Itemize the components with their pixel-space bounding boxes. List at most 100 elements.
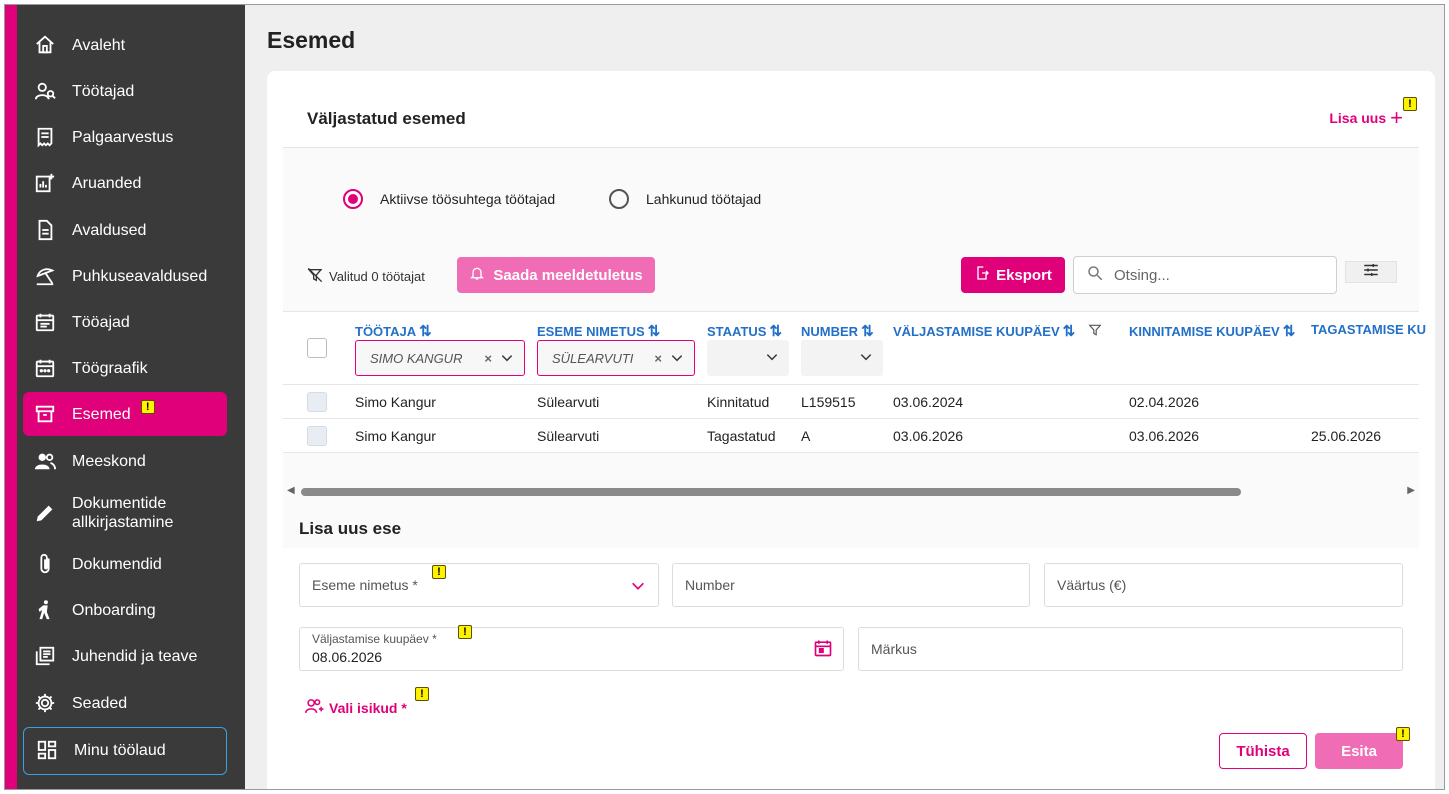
warning-badge: ! [1403, 97, 1417, 111]
person-search-icon [33, 79, 57, 103]
sidebar-item-label: Aruanded [72, 174, 142, 192]
clear-icon[interactable]: × [654, 350, 662, 366]
sidebar-item-label: Puhkuseavaldused [72, 267, 208, 285]
sidebar-item-tooajad[interactable]: Tööajad [23, 300, 227, 344]
row-checkbox[interactable] [307, 392, 327, 412]
sliders-icon [1362, 263, 1380, 282]
sidebar-item-palgaarvestus[interactable]: Palgaarvestus [23, 115, 227, 159]
calendar-grid-icon [33, 356, 57, 380]
sidebar-item-toograafik[interactable]: Töögraafik [23, 346, 227, 390]
col-number[interactable]: NUMBER ⇅ [801, 322, 874, 340]
col-worker[interactable]: TÖÖTAJA ⇅ [355, 322, 432, 340]
add-new-button[interactable]: Lisa uus + [1329, 107, 1403, 129]
export-button[interactable]: Eksport [961, 257, 1065, 293]
column-settings-button[interactable] [1345, 261, 1397, 283]
col-label: STAATUS [707, 323, 767, 339]
radio-label: Aktiivse töösuhtega töötajad [380, 191, 556, 207]
col-label: TAGASTAMISE KU [1311, 322, 1427, 337]
radio-circle [343, 189, 363, 209]
calendar-icon[interactable] [813, 638, 833, 661]
sidebar-item-esemed[interactable]: Esemed ! [23, 392, 227, 436]
sidebar-item-avaldused[interactable]: Avaldused [23, 208, 227, 252]
col-return-date[interactable]: TAGASTAMISE KU [1311, 322, 1426, 337]
search-box[interactable] [1073, 256, 1337, 294]
cell-item: Sülearvuti [537, 394, 600, 410]
select-persons-button[interactable]: Vali isikud * [305, 697, 407, 718]
sidebar: Avaleht Töötajad Palgaarvestus Aruanded … [5, 5, 245, 789]
sidebar-item-puhkuseavaldused[interactable]: Puhkuseavaldused [23, 254, 227, 298]
sidebar-item-label: Dokumentide allkirjastamine [72, 495, 174, 531]
items-card: Väljastatud esemed Lisa uus + ! Aktiivse… [267, 71, 1435, 789]
send-reminder-label: Saada meeldetuletus [493, 266, 643, 284]
table-row[interactable]: Simo Kangur Sülearvuti Kinnitatud L15951… [283, 385, 1419, 419]
sidebar-item-dokumentide-allkirjastamine[interactable]: Dokumentide allkirjastamine [23, 491, 227, 535]
radio-label: Lahkunud töötajad [646, 191, 762, 207]
cancel-button[interactable]: Tühista [1219, 733, 1307, 769]
sidebar-item-avaleht[interactable]: Avaleht [23, 23, 227, 67]
sidebar-item-label: Avaleht [72, 36, 126, 54]
send-reminder-button[interactable]: Saada meeldetuletus [457, 257, 655, 293]
scroll-right-icon[interactable]: ▶ [1407, 485, 1415, 496]
archive-box-icon [33, 402, 57, 426]
filter-number-select[interactable] [801, 340, 883, 376]
radio-active-employees[interactable]: Aktiivse töösuhtega töötajad [343, 189, 555, 209]
sort-icon: ⇅ [1282, 323, 1296, 340]
sidebar-item-tootajad[interactable]: Töötajad [23, 69, 227, 113]
sort-icon: ⇅ [769, 323, 783, 340]
filter-worker-chip[interactable]: SIMO KANGUR × [355, 340, 525, 376]
filter-item-chip[interactable]: SÜLEARVUTI × [537, 340, 695, 376]
value-field[interactable]: Väärtus (€) [1044, 563, 1403, 607]
item-name-select[interactable]: Eseme nimetus * [299, 563, 659, 607]
col-status[interactable]: STAATUS ⇅ [707, 322, 782, 340]
sidebar-item-label: Palgaarvestus [72, 128, 174, 146]
select-persons-label: Vali isikud * [329, 699, 407, 716]
beach-icon [33, 264, 57, 288]
scroll-left-icon[interactable]: ◀ [287, 485, 295, 496]
cell-issued: 03.06.2026 [893, 428, 964, 444]
dashboard-button[interactable]: Minu töölaud [23, 727, 227, 775]
select-all-checkbox[interactable] [307, 338, 327, 358]
sidebar-item-aruanded[interactable]: Aruanded [23, 161, 227, 205]
radio-left-employees[interactable]: Lahkunud töötajad [609, 189, 761, 209]
radio-circle [609, 189, 629, 209]
number-field[interactable]: Number [672, 563, 1030, 607]
sidebar-item-label: Töögraafik [72, 359, 148, 377]
person-walk-icon [33, 598, 57, 622]
plus-icon: + [1390, 105, 1403, 130]
table-row[interactable]: Simo Kangur Sülearvuti Tagastatud A 03.0… [283, 419, 1419, 453]
issue-date-field[interactable]: Väljastamise kuupäev * 08.06.2026 [299, 627, 844, 671]
receipt-icon [33, 125, 57, 149]
library-icon [33, 644, 57, 668]
search-input[interactable] [1114, 266, 1314, 284]
clear-icon[interactable]: × [484, 350, 492, 366]
scrollbar-thumb[interactable] [301, 488, 1241, 496]
table-header: TÖÖTAJA ⇅ SIMO KANGUR × ESEME NIMETUS ⇅ SÜ… [283, 311, 1426, 385]
paperclip-icon [33, 552, 57, 576]
pen-icon [33, 501, 57, 525]
col-item-name[interactable]: ESEME NIMETUS ⇅ [537, 322, 660, 340]
col-label: NUMBER [801, 323, 859, 339]
cell-number: L159515 [801, 394, 856, 410]
col-confirm-date[interactable]: KINNITAMISE KUUPÄEV ⇅ [1129, 322, 1295, 340]
horizontal-scrollbar[interactable]: ◀ ▶ [283, 481, 1419, 501]
chevron-down-icon [670, 351, 684, 368]
filter-status-select[interactable] [707, 340, 789, 376]
note-label: Märkus [871, 641, 917, 657]
note-field[interactable]: Märkus [858, 627, 1403, 671]
sidebar-item-dokumendid[interactable]: Dokumendid [23, 542, 227, 586]
warning-badge: ! [1396, 727, 1410, 741]
filter-off-icon [307, 267, 323, 286]
cell-confirmed: 02.04.2026 [1129, 394, 1200, 410]
filter-icon[interactable] [1088, 323, 1102, 340]
submit-button[interactable]: Esita [1315, 733, 1403, 769]
chart-add-icon [33, 171, 57, 195]
sidebar-item-juhendid[interactable]: Juhendid ja teave [23, 634, 227, 678]
row-checkbox[interactable] [307, 426, 327, 446]
sidebar-item-meeskond[interactable]: Meeskond [23, 439, 227, 483]
sidebar-item-onboarding[interactable]: Onboarding [23, 588, 227, 632]
divider [283, 147, 1419, 148]
col-issue-date[interactable]: VÄLJASTAMISE KUUPÄEV ⇅ [893, 322, 1102, 340]
sidebar-item-seaded[interactable]: Seaded [23, 681, 227, 725]
dashboard-icon [36, 739, 60, 763]
sidebar-item-label: Esemed [72, 405, 131, 423]
